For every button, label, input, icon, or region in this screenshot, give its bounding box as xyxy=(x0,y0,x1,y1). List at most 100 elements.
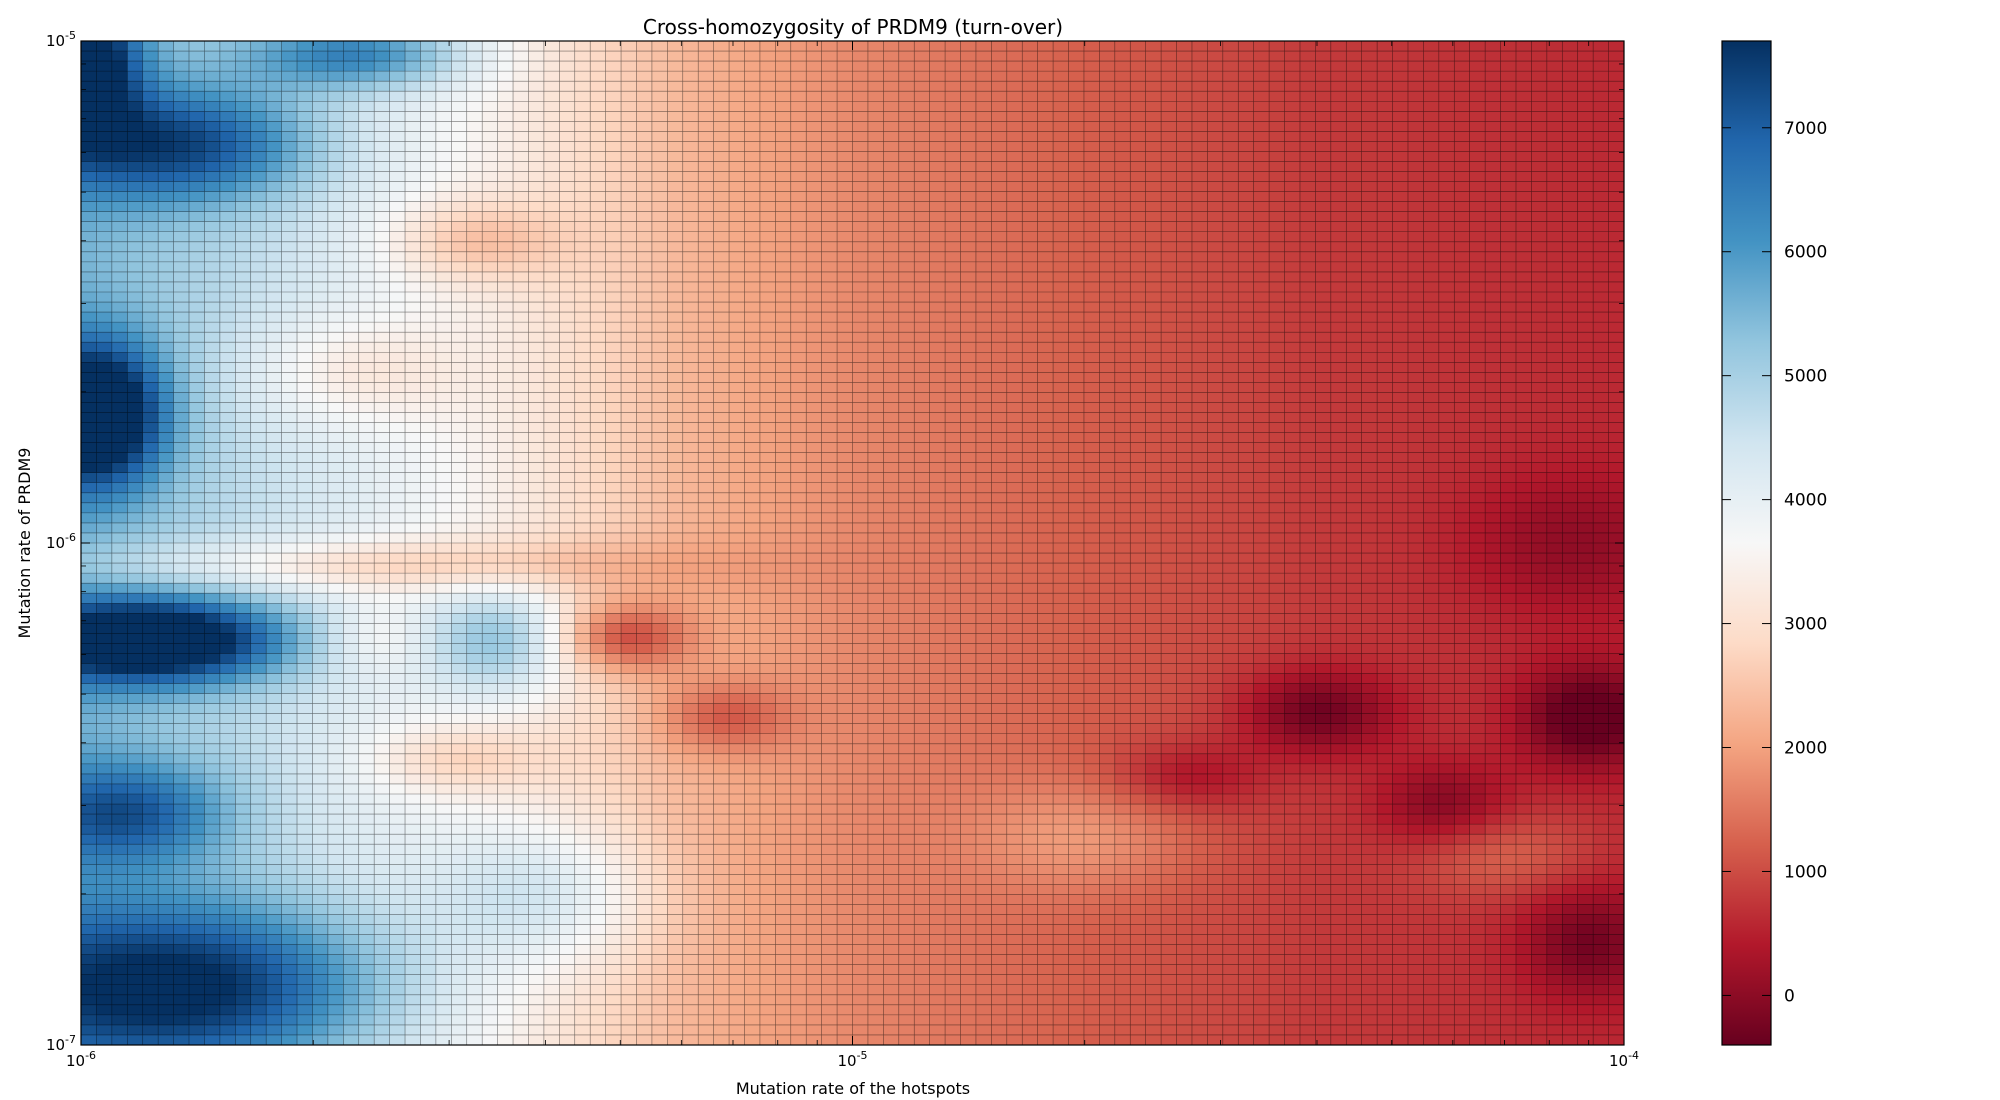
heatmap-cell xyxy=(250,121,267,132)
heatmap-cell xyxy=(1315,211,1332,223)
heatmap-cell xyxy=(235,271,252,283)
heatmap-cell xyxy=(1099,81,1116,92)
heatmap-cell xyxy=(867,41,884,52)
heatmap-cell xyxy=(1330,492,1347,504)
heatmap-cell xyxy=(1284,412,1301,423)
heatmap-cell xyxy=(405,231,421,243)
heatmap-cell xyxy=(682,322,699,333)
heatmap-cell xyxy=(250,231,267,243)
heatmap-cell xyxy=(1083,111,1100,122)
heatmap-cell xyxy=(435,161,452,172)
heatmap-cell xyxy=(219,332,236,343)
heatmap-cell xyxy=(929,51,946,62)
heatmap-cell xyxy=(297,332,313,343)
heatmap-cell xyxy=(667,71,684,82)
heatmap-cell xyxy=(312,271,329,283)
heatmap-cell xyxy=(1531,392,1548,403)
heatmap-cell xyxy=(451,251,468,263)
heatmap-cell xyxy=(713,452,730,464)
heatmap-cell xyxy=(975,71,992,82)
heatmap-cell xyxy=(451,352,468,363)
heatmap-cell xyxy=(975,342,992,353)
heatmap-cell xyxy=(852,342,869,353)
heatmap-cell xyxy=(1531,342,1548,353)
heatmap-cell xyxy=(621,332,637,343)
heatmap-cell xyxy=(1315,141,1332,152)
heatmap-cell xyxy=(281,532,298,544)
heatmap-cell xyxy=(991,241,1008,253)
heatmap-cell xyxy=(1037,442,1054,454)
heatmap-cell xyxy=(852,372,869,383)
heatmap-cell xyxy=(1577,362,1594,373)
heatmap-cell xyxy=(975,161,992,172)
heatmap-cell xyxy=(1269,362,1285,373)
heatmap-cell xyxy=(250,302,267,313)
heatmap-cell xyxy=(528,201,545,213)
heatmap-cell xyxy=(991,392,1008,403)
heatmap-cell xyxy=(1515,342,1532,353)
heatmap-cell xyxy=(389,372,406,383)
heatmap-cell xyxy=(358,211,375,223)
heatmap-cell xyxy=(590,472,607,484)
heatmap-cell xyxy=(1269,71,1285,82)
heatmap-cell xyxy=(1191,151,1208,162)
heatmap-cell xyxy=(111,231,128,243)
heatmap-cell xyxy=(405,322,421,333)
heatmap-cell xyxy=(574,281,591,293)
heatmap-cell xyxy=(358,472,375,484)
heatmap-cell xyxy=(837,91,853,102)
heatmap-cell xyxy=(513,432,529,443)
heatmap-cell xyxy=(389,532,406,544)
heatmap-cell xyxy=(358,201,375,213)
heatmap-cell xyxy=(297,532,313,544)
heatmap-cell xyxy=(528,422,545,433)
heatmap-cell xyxy=(590,181,607,192)
heatmap-cell xyxy=(1469,241,1486,253)
heatmap-cell xyxy=(405,292,421,303)
heatmap-cell xyxy=(281,402,298,413)
heatmap-cell xyxy=(898,402,915,413)
heatmap-cell xyxy=(1438,492,1455,504)
heatmap-cell xyxy=(1377,292,1393,303)
heatmap-cell xyxy=(790,382,807,393)
heatmap-cell xyxy=(559,422,576,433)
heatmap-cell xyxy=(81,231,97,243)
heatmap-cell xyxy=(929,472,946,484)
heatmap-cell xyxy=(405,302,421,313)
heatmap-cell xyxy=(1083,432,1100,443)
heatmap-cell xyxy=(297,51,313,62)
heatmap-cell xyxy=(1269,502,1285,514)
heatmap-cell xyxy=(96,251,113,263)
heatmap-cell xyxy=(713,91,730,102)
heatmap-cell xyxy=(837,161,853,172)
heatmap-cell xyxy=(1593,71,1609,82)
heatmap-cell xyxy=(1593,231,1609,243)
heatmap-cell xyxy=(250,221,267,233)
heatmap-cell xyxy=(1284,211,1301,223)
heatmap-cell xyxy=(636,121,653,132)
heatmap-cell xyxy=(1407,111,1424,122)
heatmap-cell xyxy=(1546,532,1563,544)
heatmap-cell xyxy=(1191,362,1208,373)
heatmap-cell xyxy=(1515,151,1532,162)
heatmap-cell xyxy=(1191,51,1208,62)
heatmap-cell xyxy=(883,532,900,544)
heatmap-cell xyxy=(1130,422,1147,433)
heatmap-cell xyxy=(1500,442,1517,454)
heatmap-cell xyxy=(173,372,190,383)
heatmap-cell xyxy=(744,432,761,443)
heatmap-cell xyxy=(821,221,838,233)
heatmap-cell xyxy=(1608,312,1625,323)
heatmap-cell xyxy=(1346,302,1363,313)
heatmap-cell xyxy=(1269,432,1285,443)
heatmap-cell xyxy=(405,161,421,172)
heatmap-cell xyxy=(1053,51,1069,62)
heatmap-cell xyxy=(1006,452,1023,464)
heatmap-cell xyxy=(1207,512,1224,524)
heatmap-cell xyxy=(1145,512,1162,524)
heatmap-cell xyxy=(1068,452,1085,464)
heatmap-cell xyxy=(219,322,236,333)
heatmap-cell xyxy=(327,462,344,474)
heatmap-cell xyxy=(1022,382,1039,393)
heatmap-cell xyxy=(775,221,792,233)
